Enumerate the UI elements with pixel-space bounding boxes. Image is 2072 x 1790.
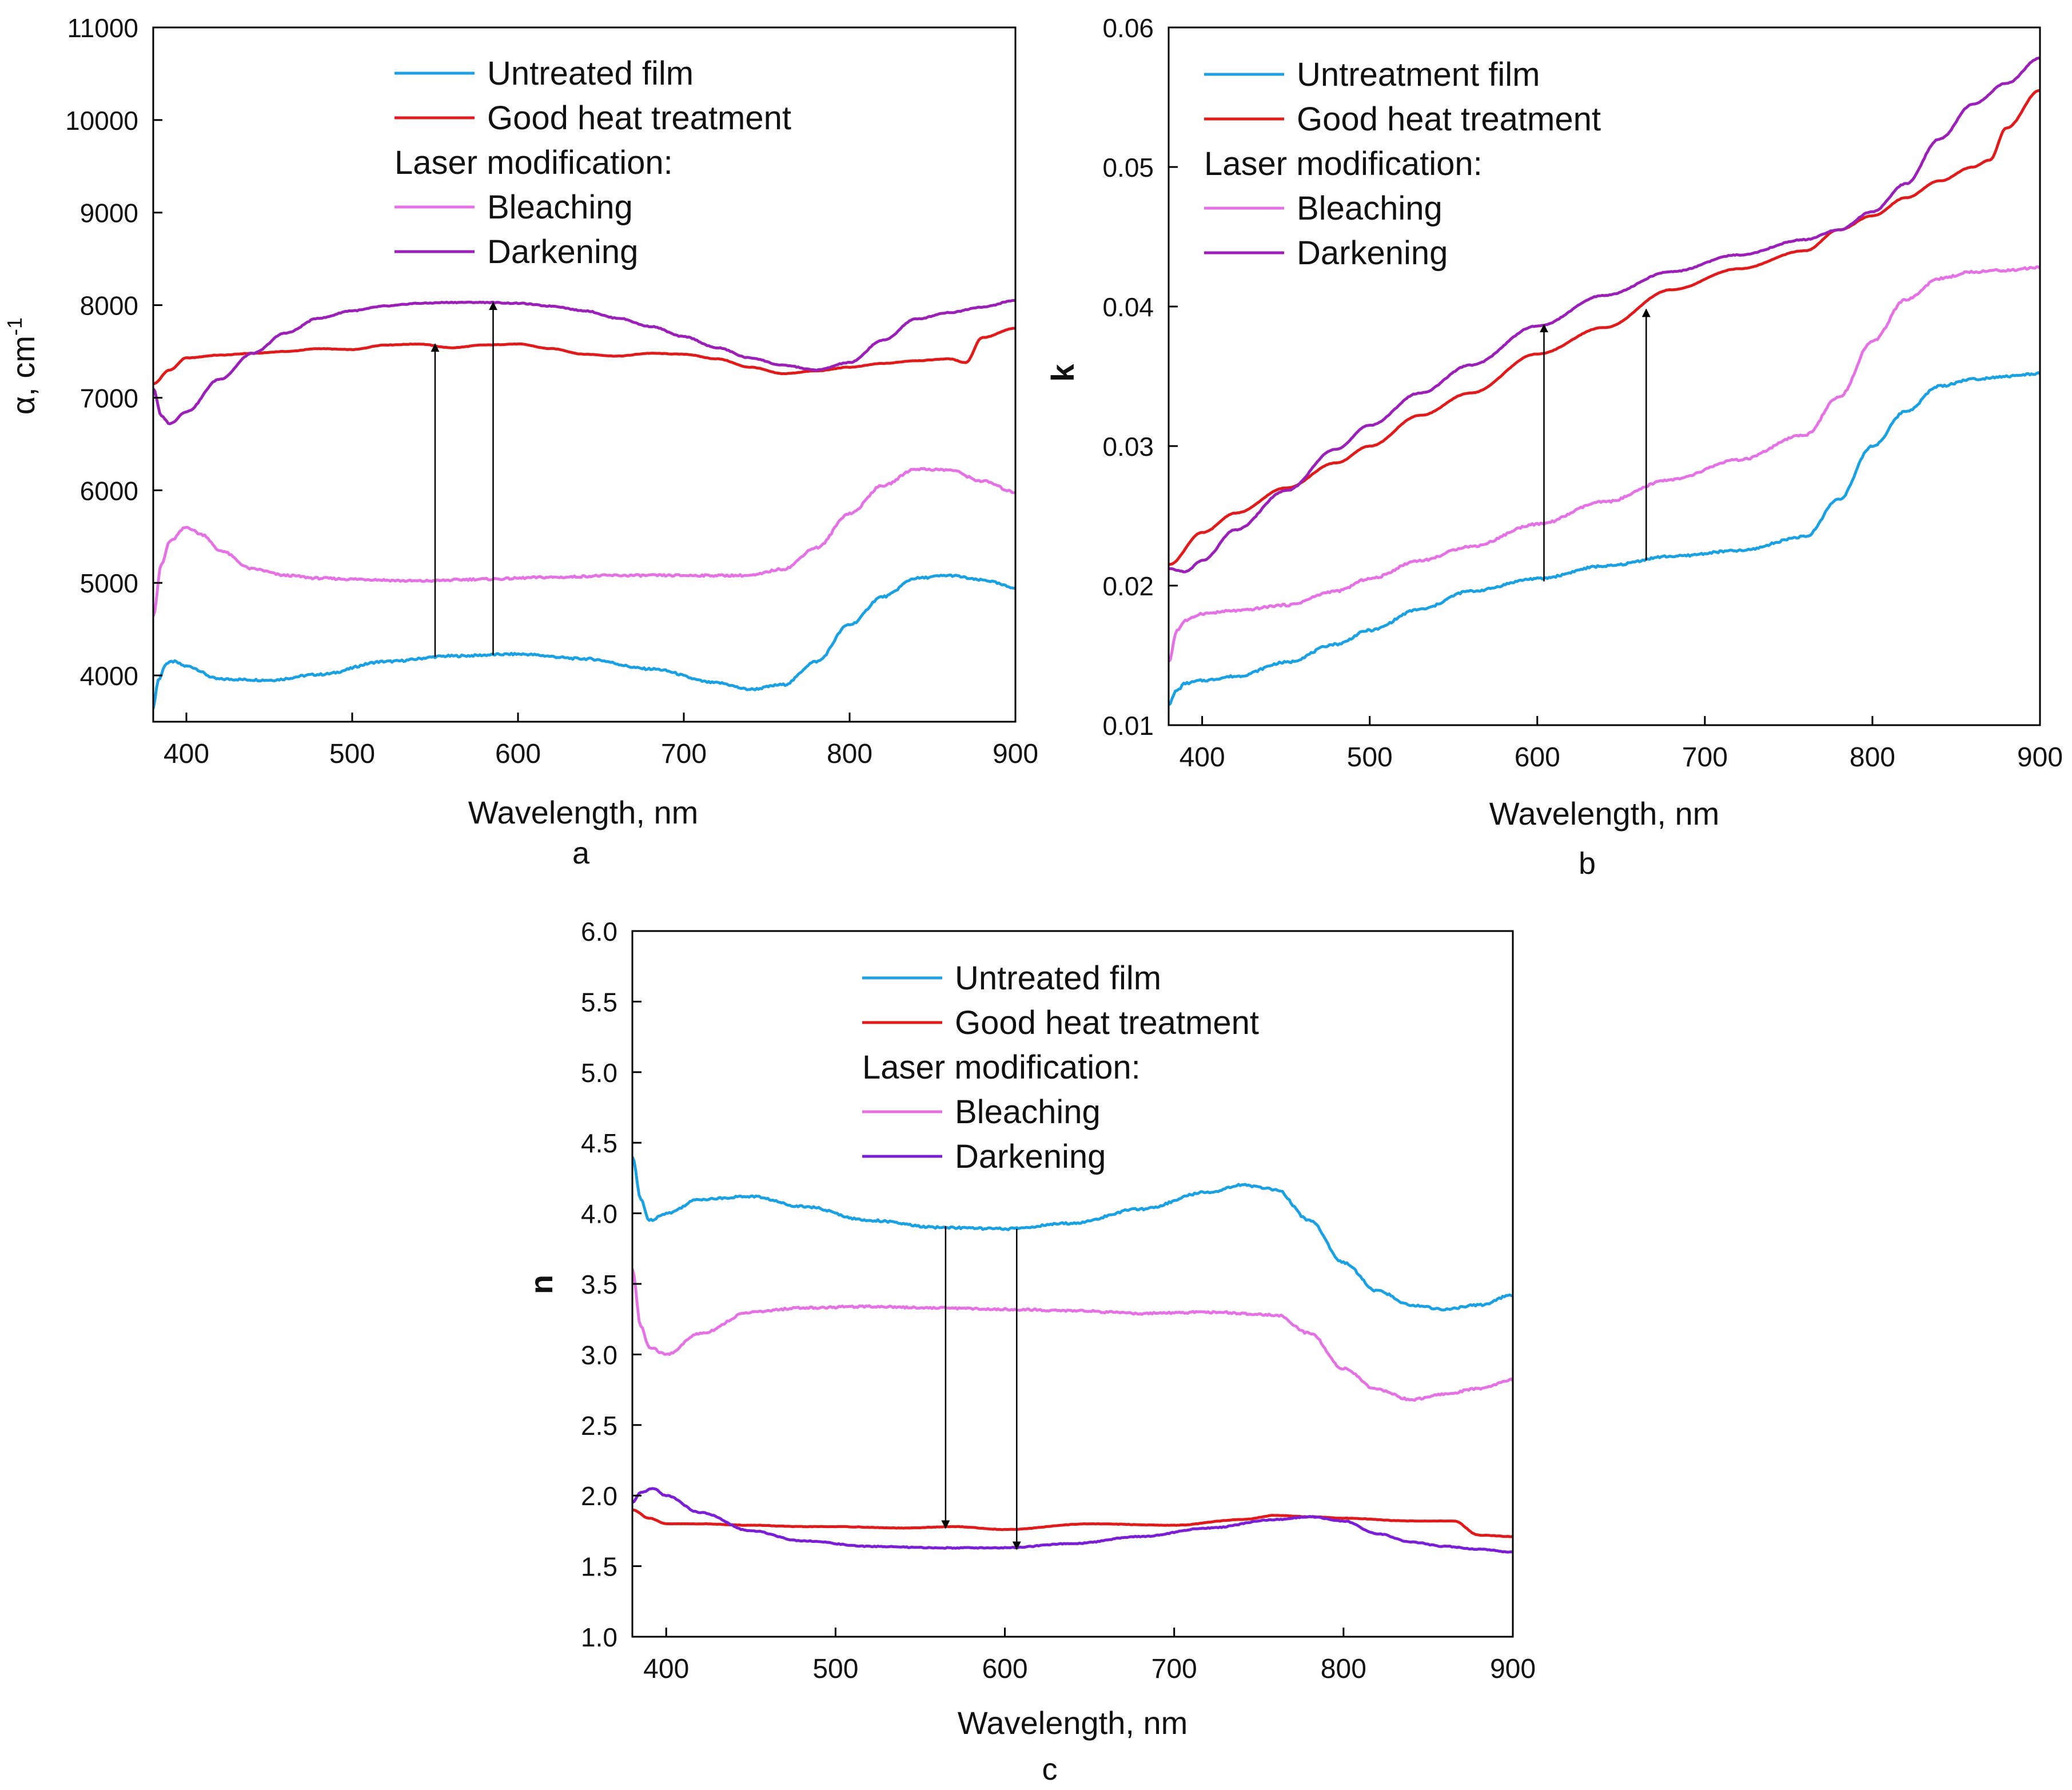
y-tick-label-b: 0.05: [1102, 153, 1154, 182]
x-tick-label-c: 500: [812, 1654, 858, 1684]
legend-label-a-1: Untreated film: [487, 55, 694, 92]
series-line-a-3: [153, 467, 1015, 617]
x-tick-label-a: 600: [495, 739, 541, 769]
y-axis-title-sup-a: -1: [3, 317, 26, 336]
y-axis-title-main-c: n: [523, 1275, 559, 1294]
legend-label-c-4: Darkening: [955, 1138, 1106, 1175]
y-tick-label-c: 5.0: [581, 1058, 617, 1088]
y-axis-title-main-a: α, cm: [5, 336, 41, 415]
legend-label-a-4: Darkening: [487, 233, 638, 271]
x-tick-label-c: 400: [643, 1654, 689, 1684]
y-tick-label-c: 2.5: [581, 1411, 617, 1441]
panel-a: 400 500 600 700 800 900 4000 5000 6000 7000 8000 90…: [3, 13, 1038, 870]
x-tick-label-c: 700: [1151, 1654, 1197, 1684]
x-axis-title-b: Wavelength, nm: [1489, 795, 1720, 832]
x-tick-label-c: 900: [1490, 1654, 1536, 1684]
legend-header-a: Laser modification:: [395, 144, 673, 181]
y-tick-label-a: 4000: [80, 661, 138, 691]
x-tick-label-b: 500: [1347, 742, 1393, 773]
y-tick-label-c: 4.0: [581, 1199, 617, 1229]
y-tick-label-a: 7000: [80, 383, 138, 413]
x-axis-title-c: Wavelength, nm: [958, 1705, 1188, 1741]
series-line-c-2: [632, 1508, 1513, 1538]
series-line-b-4: [1169, 56, 2040, 574]
y-tick-label-a: 11000: [67, 13, 138, 43]
y-tick-label-c: 3.5: [581, 1270, 617, 1299]
series-line-c-4: [632, 1487, 1513, 1554]
plot-frame-b: [1168, 26, 2041, 726]
y-tick-label-b: 0.03: [1102, 432, 1154, 462]
x-tick-label-b: 400: [1180, 742, 1225, 773]
y-tick-label-b: 0.06: [1102, 13, 1154, 43]
series-line-b-1: [1169, 371, 2040, 706]
x-tick-label-a: 500: [329, 739, 375, 769]
y-tick-label-a: 5000: [80, 568, 138, 598]
x-tick-label-c: 800: [1321, 1654, 1366, 1684]
y-tick-label-c: 1.0: [581, 1622, 617, 1652]
y-axis-title-b: k: [1045, 364, 1081, 382]
series-line-b-2: [1169, 89, 2040, 566]
y-axis-title-a: α, cm-1: [3, 317, 41, 415]
legend-label-b-4: Darkening: [1297, 234, 1448, 272]
series-line-c-3: [632, 1268, 1513, 1402]
series-line-c-1: [632, 1156, 1513, 1312]
legend-header-b: Laser modification:: [1204, 145, 1483, 182]
x-tick-label-a: 400: [164, 739, 209, 769]
x-tick-label-a: 700: [661, 739, 707, 769]
series-line-b-3: [1169, 265, 2040, 663]
legend-label-b-3: Bleaching: [1297, 190, 1443, 227]
x-tick-label-b: 800: [1850, 742, 1895, 773]
x-tick-label-a: 800: [827, 739, 872, 769]
y-tick-label-a: 9000: [80, 198, 138, 228]
y-tick-label-a: 6000: [80, 476, 138, 506]
y-tick-label-c: 4.5: [581, 1128, 617, 1158]
y-axis-title-c: n: [523, 1275, 559, 1294]
panel-c: 400 500 600 700 800 900 1.0 1.5 2.0 2.5 3.0 3.5 4.0 4…: [523, 917, 1536, 1787]
y-axis-title-main-b: k: [1045, 364, 1081, 382]
series-line-a-1: [153, 573, 1015, 709]
x-tick-label-c: 600: [982, 1654, 1027, 1684]
panel-label-b: b: [1579, 846, 1596, 881]
legend-header-c: Laser modification:: [862, 1049, 1141, 1086]
x-axis-title-a: Wavelength, nm: [468, 794, 699, 830]
y-tick-label-a: 10000: [65, 106, 138, 136]
y-tick-label-a: 8000: [80, 291, 138, 321]
x-tick-label-b: 900: [2017, 742, 2063, 773]
y-tick-label-c: 6.0: [581, 917, 617, 946]
series-line-a-2: [153, 327, 1015, 385]
y-tick-label-b: 0.02: [1102, 571, 1154, 601]
y-tick-label-b: 0.01: [1102, 711, 1154, 741]
legend-label-c-3: Bleaching: [955, 1093, 1101, 1131]
panel-b: 400 500 600 700 800 900 0.01 0.02 0.03 0.04 0.05 0.…: [1045, 13, 2063, 881]
series-line-a-4: [153, 299, 1015, 425]
y-tick-label-c: 2.0: [581, 1481, 617, 1511]
plot-frame-a: [152, 26, 1017, 723]
legend-label-a-3: Bleaching: [487, 189, 633, 226]
legend-label-b-1: Untreatment film: [1297, 56, 1540, 93]
y-tick-label-c: 1.5: [581, 1552, 617, 1582]
x-tick-label-a: 900: [993, 739, 1038, 769]
legend-label-b-2: Good heat treatment: [1297, 101, 1601, 138]
x-tick-label-b: 700: [1682, 742, 1728, 773]
y-tick-label-c: 5.5: [581, 987, 617, 1017]
legend-label-c-2: Good heat treatment: [955, 1004, 1259, 1041]
y-tick-label-b: 0.04: [1102, 292, 1154, 322]
panel-label-a: a: [572, 836, 590, 870]
panel-label-c: c: [1042, 1752, 1058, 1787]
y-tick-label-c: 3.0: [581, 1340, 617, 1370]
legend-label-c-1: Untreated film: [955, 960, 1161, 997]
x-tick-label-b: 600: [1515, 742, 1560, 773]
legend-label-a-2: Good heat treatment: [487, 100, 791, 137]
